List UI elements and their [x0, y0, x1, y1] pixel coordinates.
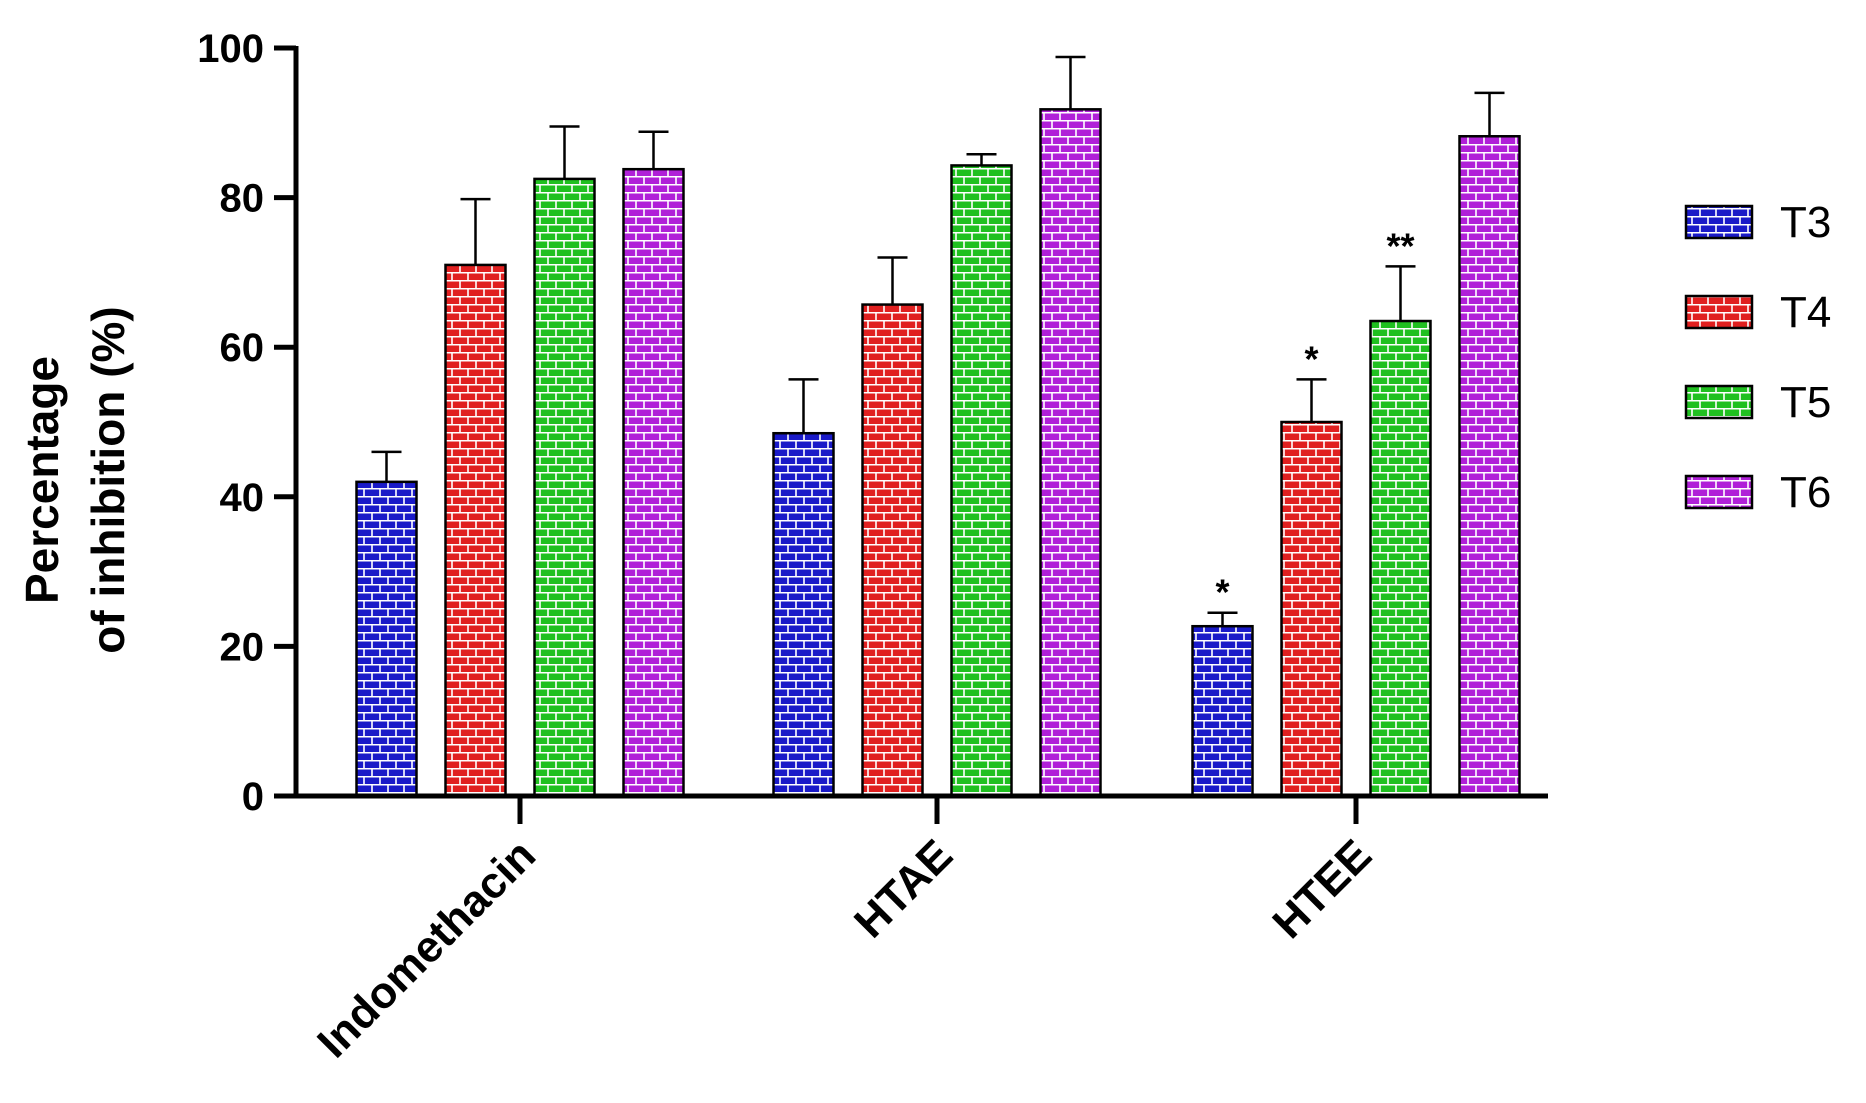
legend-label-t3: T3	[1780, 198, 1831, 247]
bar-t5-indomethacin	[533, 177, 596, 798]
bars	[355, 108, 1521, 798]
bar-t3-htee	[1191, 624, 1254, 798]
significance-markers: ****	[1215, 225, 1414, 612]
significance-label: *	[1304, 338, 1318, 379]
y-tick-label: 60	[220, 326, 265, 370]
axes	[293, 46, 1548, 799]
legend: T3 T4 T5 T6	[1684, 198, 1831, 517]
x-ticks: Indomethacin HTAE HTEE	[308, 796, 1381, 1067]
bar-t3-htae	[772, 431, 835, 798]
y-ticks: 0 20 40 60 80 100	[197, 27, 296, 819]
bar-t4-indomethacin	[444, 263, 507, 798]
legend-label-t5: T5	[1780, 378, 1831, 427]
bar-t4-htee	[1280, 420, 1343, 798]
bar-t3-indomethacin	[355, 480, 418, 798]
significance-label: **	[1386, 225, 1414, 266]
y-tick-label: 40	[220, 476, 265, 520]
y-axis-title-line1: Percentage	[16, 356, 68, 604]
bar-t6-indomethacin	[622, 167, 685, 798]
x-tick-label-indomethacin: Indomethacin	[308, 830, 545, 1067]
x-tick-label-htee: HTEE	[1263, 830, 1381, 948]
y-tick-label: 100	[197, 27, 264, 71]
bar-t5-htee	[1369, 319, 1432, 798]
legend-swatch-t6	[1684, 474, 1754, 510]
bar-t5-htae	[950, 164, 1013, 798]
bar-t4-htae	[861, 303, 924, 798]
y-axis-title-line2: of inhibition (%)	[82, 306, 134, 653]
x-tick-label-htae: HTAE	[845, 830, 962, 947]
legend-swatch-t3	[1684, 204, 1754, 240]
bar-t6-htae	[1039, 108, 1102, 798]
legend-swatch-t4	[1684, 294, 1754, 330]
y-tick-label: 0	[242, 775, 264, 819]
y-axis-title: Percentage of inhibition (%)	[16, 306, 134, 653]
legend-label-t4: T4	[1780, 288, 1831, 337]
y-tick-label: 80	[220, 177, 265, 221]
legend-label-t6: T6	[1780, 468, 1831, 517]
bar-t6-htee	[1458, 135, 1521, 798]
y-tick-label: 20	[220, 625, 265, 669]
error-bars	[371, 55, 1505, 627]
significance-label: *	[1215, 572, 1229, 613]
legend-swatch-t5	[1684, 384, 1754, 420]
